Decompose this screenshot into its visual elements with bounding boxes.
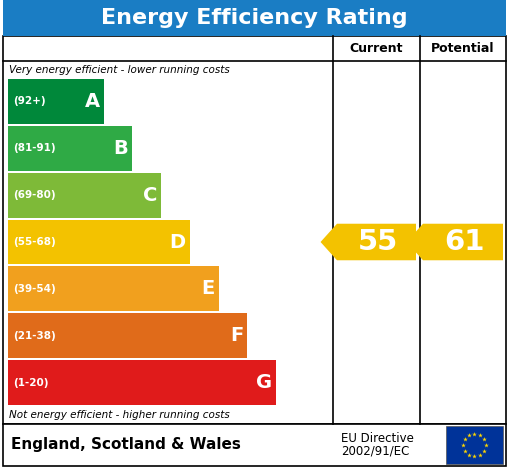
Bar <box>8 219 190 264</box>
Text: Very energy efficient - lower running costs: Very energy efficient - lower running co… <box>9 65 230 75</box>
Bar <box>8 313 247 358</box>
Text: C: C <box>143 186 157 205</box>
Text: D: D <box>169 233 186 252</box>
Bar <box>3 424 506 466</box>
Text: 61: 61 <box>444 228 485 256</box>
Text: E: E <box>201 279 214 298</box>
Text: (92+): (92+) <box>13 96 46 106</box>
Bar <box>3 36 506 424</box>
Text: 2002/91/EC: 2002/91/EC <box>341 445 409 458</box>
Text: F: F <box>230 326 243 345</box>
Text: (1-20): (1-20) <box>13 378 48 388</box>
Text: 55: 55 <box>358 228 398 256</box>
Text: (81-91): (81-91) <box>13 143 55 153</box>
Bar <box>8 126 132 171</box>
Polygon shape <box>407 224 503 260</box>
Bar <box>3 0 506 36</box>
Text: Potential: Potential <box>431 42 495 55</box>
Text: (39-54): (39-54) <box>13 284 56 294</box>
Text: G: G <box>256 373 272 392</box>
Text: (21-38): (21-38) <box>13 331 56 341</box>
Text: (69-80): (69-80) <box>13 190 55 200</box>
Text: EU Directive: EU Directive <box>341 432 414 446</box>
Text: England, Scotland & Wales: England, Scotland & Wales <box>11 438 241 453</box>
Bar <box>8 173 161 218</box>
Bar <box>8 79 104 124</box>
Bar <box>446 426 503 464</box>
Text: Not energy efficient - higher running costs: Not energy efficient - higher running co… <box>9 410 230 420</box>
Bar <box>8 360 276 405</box>
Text: A: A <box>84 92 100 111</box>
Polygon shape <box>321 224 416 260</box>
Text: B: B <box>114 139 128 158</box>
Text: Energy Efficiency Rating: Energy Efficiency Rating <box>101 8 408 28</box>
Bar <box>8 267 218 311</box>
Text: Current: Current <box>350 42 403 55</box>
Text: (55-68): (55-68) <box>13 237 56 247</box>
